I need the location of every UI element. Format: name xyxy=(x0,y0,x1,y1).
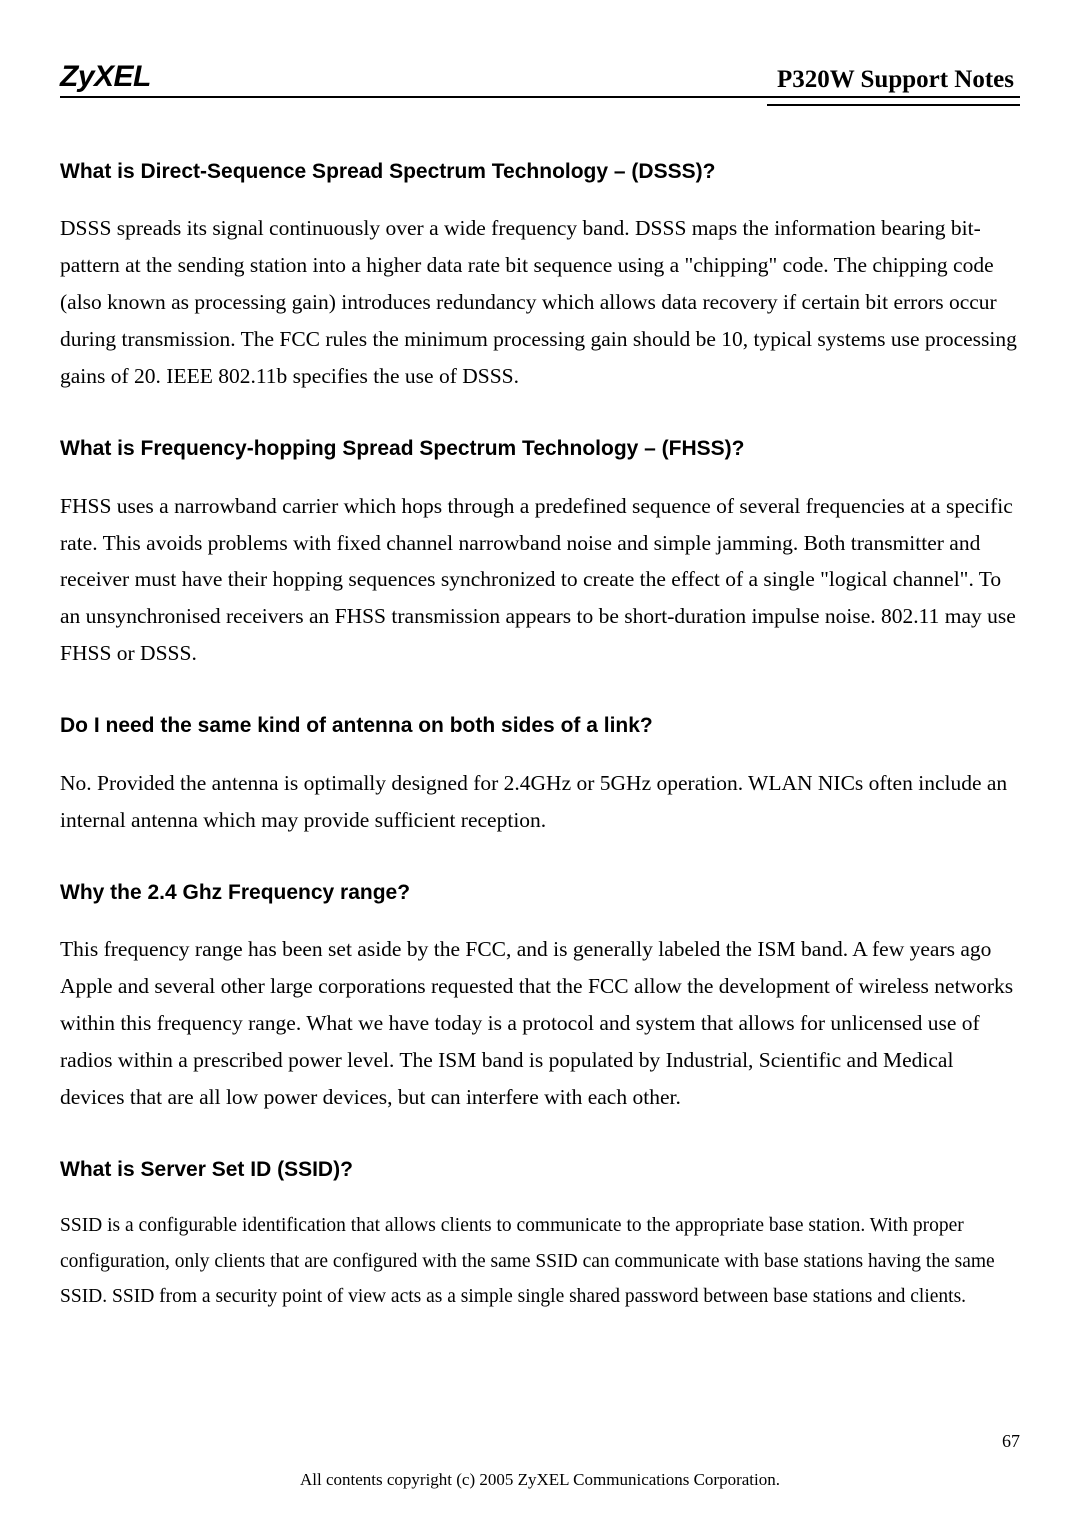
document-title: P320W Support Notes xyxy=(777,66,1020,94)
section-heading-ssid: What is Server Set ID (SSID)? xyxy=(60,1156,1020,1184)
header-underline xyxy=(60,96,1020,98)
section-body-24ghz: This frequency range has been set aside … xyxy=(60,931,1020,1116)
page-footer: 67 All contents copyright (c) 2005 ZyXEL… xyxy=(60,1431,1020,1490)
brand-logo: ZyXEL xyxy=(60,60,151,94)
section-heading-dsss: What is Direct-Sequence Spread Spectrum … xyxy=(60,158,1020,186)
page-header: ZyXEL P320W Support Notes xyxy=(60,60,1020,94)
document-page: ZyXEL P320W Support Notes What is Direct… xyxy=(0,0,1080,1528)
page-number: 67 xyxy=(60,1431,1020,1452)
copyright-notice: All contents copyright (c) 2005 ZyXEL Co… xyxy=(60,1470,1020,1490)
section-heading-fhss: What is Frequency-hopping Spread Spectru… xyxy=(60,435,1020,463)
section-heading-24ghz: Why the 2.4 Ghz Frequency range? xyxy=(60,879,1020,907)
section-body-ssid: SSID is a configurable identification th… xyxy=(60,1208,1020,1314)
section-body-dsss: DSSS spreads its signal continuously ove… xyxy=(60,210,1020,395)
section-body-fhss: FHSS uses a narrowband carrier which hop… xyxy=(60,488,1020,673)
section-body-antenna: No. Provided the antenna is optimally de… xyxy=(60,765,1020,839)
header-short-underline xyxy=(60,104,1020,106)
section-heading-antenna: Do I need the same kind of antenna on bo… xyxy=(60,712,1020,740)
